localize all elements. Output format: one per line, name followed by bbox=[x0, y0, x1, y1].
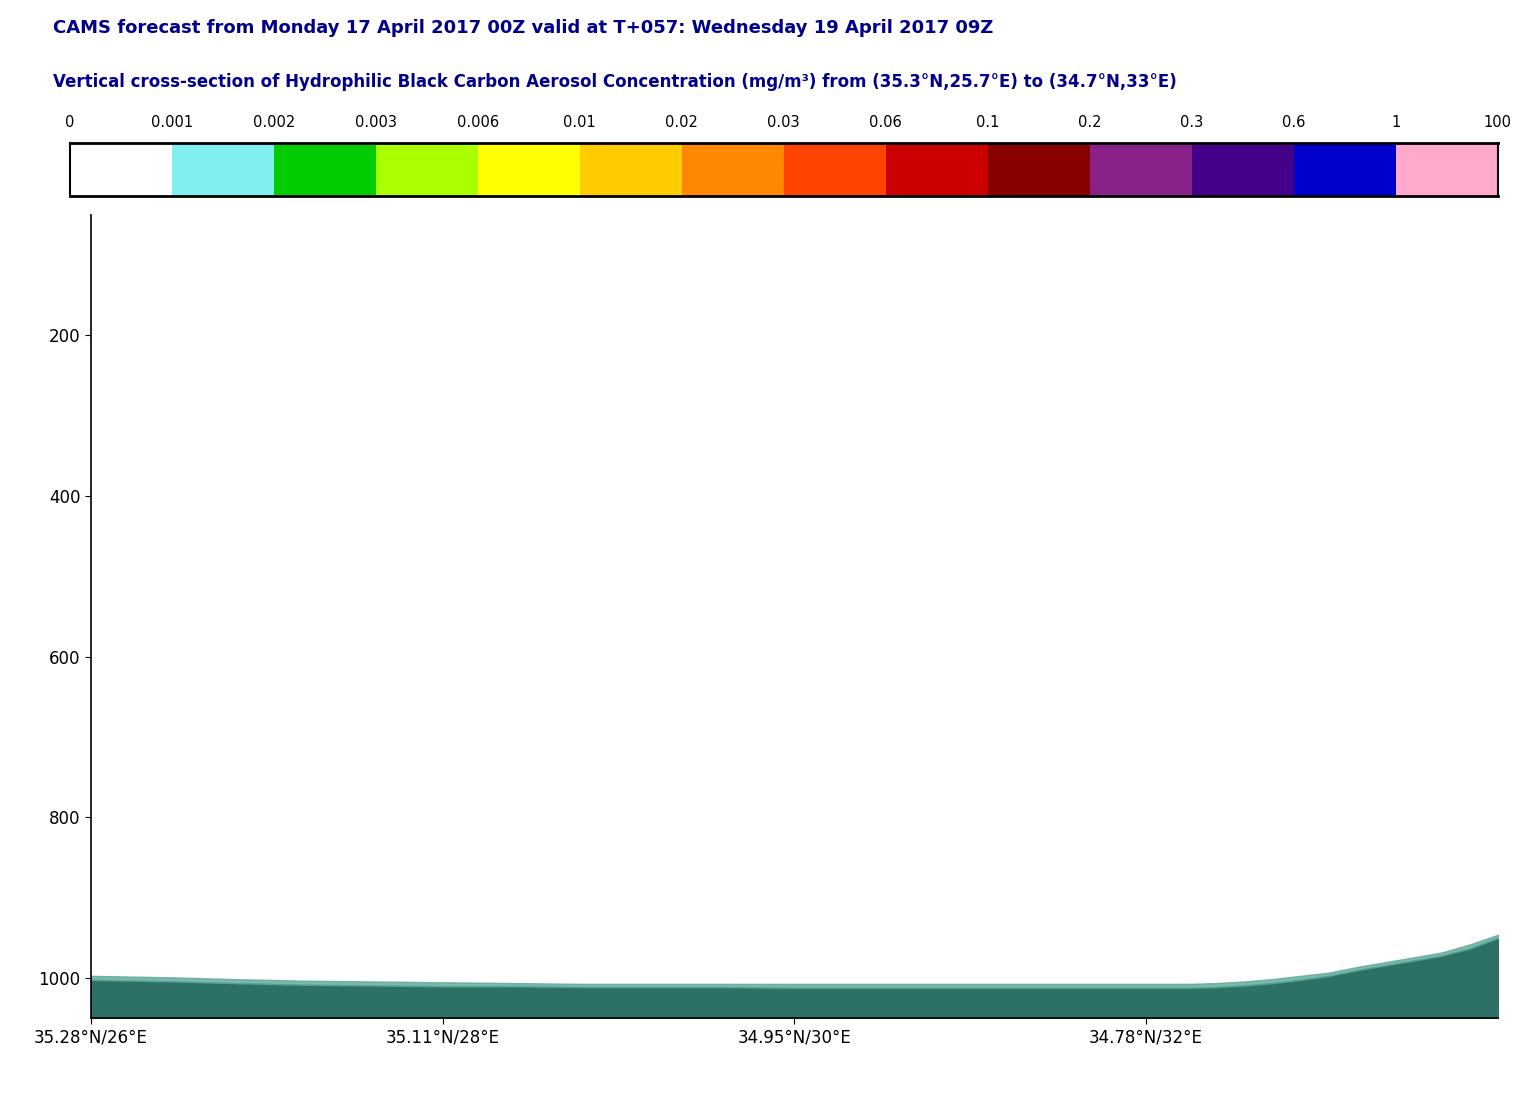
Text: 0.3: 0.3 bbox=[1180, 115, 1203, 130]
FancyBboxPatch shape bbox=[375, 143, 478, 196]
Text: 0: 0 bbox=[65, 115, 74, 130]
FancyBboxPatch shape bbox=[1192, 143, 1294, 196]
Text: 100: 100 bbox=[1484, 115, 1511, 130]
Text: 0.02: 0.02 bbox=[666, 115, 697, 130]
FancyBboxPatch shape bbox=[885, 143, 988, 196]
Text: 0.03: 0.03 bbox=[767, 115, 800, 130]
FancyBboxPatch shape bbox=[579, 143, 682, 196]
Text: 0.001: 0.001 bbox=[151, 115, 192, 130]
Text: 0.06: 0.06 bbox=[870, 115, 902, 130]
Text: 0.003: 0.003 bbox=[354, 115, 396, 130]
FancyBboxPatch shape bbox=[274, 143, 375, 196]
Text: 0.6: 0.6 bbox=[1282, 115, 1306, 130]
Text: 0.2: 0.2 bbox=[1079, 115, 1101, 130]
FancyBboxPatch shape bbox=[478, 143, 579, 196]
FancyBboxPatch shape bbox=[682, 143, 784, 196]
FancyBboxPatch shape bbox=[1396, 143, 1498, 196]
Text: Vertical cross-section of Hydrophilic Black Carbon Aerosol Concentration (mg/m³): Vertical cross-section of Hydrophilic Bl… bbox=[53, 73, 1177, 91]
FancyBboxPatch shape bbox=[70, 143, 171, 196]
Text: 0.006: 0.006 bbox=[457, 115, 499, 130]
Text: 1: 1 bbox=[1392, 115, 1401, 130]
FancyBboxPatch shape bbox=[1089, 143, 1192, 196]
FancyBboxPatch shape bbox=[171, 143, 274, 196]
Text: 0.1: 0.1 bbox=[976, 115, 1000, 130]
Text: 0.002: 0.002 bbox=[253, 115, 295, 130]
FancyBboxPatch shape bbox=[988, 143, 1089, 196]
Text: 0.01: 0.01 bbox=[563, 115, 596, 130]
FancyBboxPatch shape bbox=[784, 143, 885, 196]
FancyBboxPatch shape bbox=[1294, 143, 1396, 196]
Text: CAMS forecast from Monday 17 April 2017 00Z valid at T+057: Wednesday 19 April 2: CAMS forecast from Monday 17 April 2017 … bbox=[53, 19, 993, 36]
